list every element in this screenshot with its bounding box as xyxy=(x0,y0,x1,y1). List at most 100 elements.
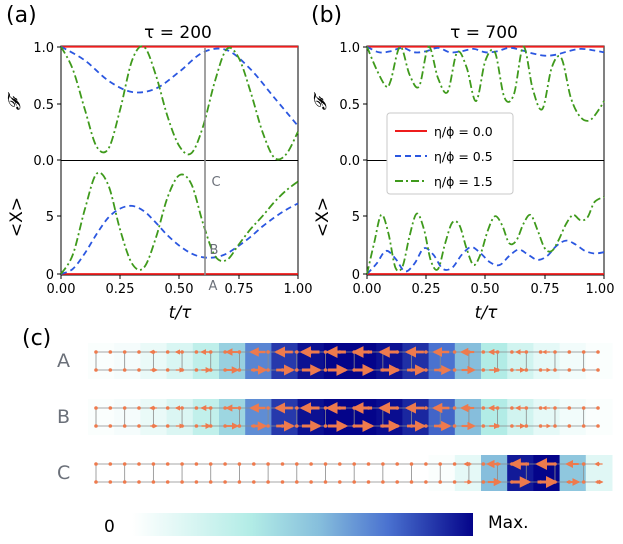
lattice-node-C-4-0 xyxy=(151,462,156,466)
lattice-node-A-1-0 xyxy=(108,350,113,354)
heat-cell-B-11 xyxy=(376,399,403,435)
lattice-node-B-10-1 xyxy=(237,424,242,428)
heat-cell-B-4 xyxy=(192,399,220,435)
panel-a-ylabel-top: 𝓕 xyxy=(5,91,25,110)
lattice-node-C-21-1 xyxy=(395,480,400,484)
colorbar xyxy=(132,513,473,536)
heat-cell-C-4 xyxy=(192,455,220,491)
lattice-node-C-24-0 xyxy=(438,462,443,466)
b-ytick-5: 5 xyxy=(352,210,360,225)
heat-cell-C-0 xyxy=(88,455,115,491)
b-ytick-1: 1.0 xyxy=(339,41,360,56)
panel-c-letter: (c) xyxy=(22,326,51,351)
panel-b-xlabel: t/τ xyxy=(475,303,498,323)
b-xtick-2: 0.50 xyxy=(471,282,500,297)
heat-cell-B-3 xyxy=(166,399,194,435)
lattice-node-C-1-0 xyxy=(108,462,113,466)
lattice-node-B-23-1 xyxy=(424,424,428,428)
lattice-node-B-8-0 xyxy=(208,406,213,410)
lattice-node-A-1-1 xyxy=(108,368,113,372)
panel-a-ylabel-bottom: <X> xyxy=(7,197,27,237)
lattice-node-B-25-0 xyxy=(452,406,457,410)
lattice-node-A-31-1 xyxy=(538,368,543,372)
lattice-node-B-35-0 xyxy=(596,406,600,410)
lattice-node-C-8-0 xyxy=(208,462,213,466)
lattice-node-C-34-0 xyxy=(581,462,586,466)
lattice-node-B-23-0 xyxy=(424,406,428,410)
lattice-node-B-0-1 xyxy=(94,424,98,428)
heat-cell-B-16 xyxy=(507,399,534,435)
lattice-node-A-31-0 xyxy=(538,350,543,354)
lattice-node-B-1-0 xyxy=(108,406,113,410)
lattice-node-B-0-0 xyxy=(94,406,98,410)
lattice-node-C-0-0 xyxy=(94,462,98,466)
lattice-node-B-12-0 xyxy=(266,406,270,410)
lattice-node-B-32-0 xyxy=(553,406,557,410)
lattice-node-A-35-0 xyxy=(596,350,600,354)
panel-c: (c) A B C 0 Max. xyxy=(22,326,613,537)
lattice-node-C-21-0 xyxy=(395,462,400,466)
a-xtick-1: 0.25 xyxy=(106,282,135,297)
panel-a-xlabel: t/τ xyxy=(169,303,192,323)
lattice-node-B-1-1 xyxy=(108,424,113,428)
lattice-node-C-15-0 xyxy=(309,462,313,466)
row-label-b: B xyxy=(57,406,70,428)
heat-cell-C-15 xyxy=(481,455,508,491)
lattice-node-A-3-1 xyxy=(137,368,141,372)
lattice-node-C-18-0 xyxy=(352,462,357,466)
lattice-node-C-3-0 xyxy=(137,462,141,466)
lattice-node-C-20-1 xyxy=(381,480,385,484)
panel-b-ylabel-top: 𝓕 xyxy=(311,91,331,110)
panel-c-rows xyxy=(88,343,613,491)
a-xtick-3: 0.75 xyxy=(225,282,254,297)
lattice-node-B-29-0 xyxy=(510,406,514,410)
lattice-node-B-34-0 xyxy=(581,406,586,410)
heat-cell-C-12 xyxy=(402,455,430,491)
lattice-node-C-22-0 xyxy=(409,462,414,466)
lattice-node-A-14-0 xyxy=(295,350,299,354)
lattice-node-C-2-0 xyxy=(122,462,127,466)
heat-cell-A-14 xyxy=(454,343,482,379)
lattice-node-C-12-0 xyxy=(266,462,270,466)
heat-cell-A-0 xyxy=(88,343,115,379)
heat-cell-B-9 xyxy=(323,399,351,435)
lattice-node-A-7-1 xyxy=(194,368,199,372)
lattice-node-C-5-0 xyxy=(165,462,170,466)
lattice-node-A-2-0 xyxy=(122,350,127,354)
row-label-a: A xyxy=(57,350,70,372)
lattice-node-B-9-0 xyxy=(223,406,227,410)
heat-cell-C-3 xyxy=(166,455,194,491)
heat-cell-C-5 xyxy=(219,455,246,491)
lattice-node-C-13-0 xyxy=(280,462,285,466)
lattice-node-B-16-0 xyxy=(323,406,328,410)
lattice-node-A-30-1 xyxy=(524,368,529,372)
lattice-node-C-12-1 xyxy=(266,480,270,484)
lattice-node-C-14-1 xyxy=(295,480,299,484)
heat-cell-A-9 xyxy=(323,343,351,379)
panel-b-letter: (b) xyxy=(311,3,342,28)
lattice-node-C-25-1 xyxy=(452,480,457,484)
heat-cell-A-3 xyxy=(166,343,194,379)
lattice-node-B-30-1 xyxy=(524,424,529,428)
heat-cell-A-15 xyxy=(481,343,508,379)
lattice-node-C-27-0 xyxy=(481,462,486,466)
lattice-node-C-23-1 xyxy=(424,480,428,484)
lattice-node-A-33-1 xyxy=(567,368,572,372)
lattice-node-A-34-0 xyxy=(581,350,586,354)
lattice-node-B-27-0 xyxy=(481,406,486,410)
lattice-node-A-10-1 xyxy=(237,368,242,372)
heat-cell-A-1 xyxy=(114,343,141,379)
heat-cell-A-4 xyxy=(192,343,220,379)
lattice-node-B-3-1 xyxy=(137,424,141,428)
lattice-node-A-25-0 xyxy=(452,350,457,354)
lattice-node-A-14-1 xyxy=(295,368,299,372)
heat-cell-C-8 xyxy=(297,455,325,491)
heat-cell-C-17 xyxy=(533,455,561,491)
panel-a-top-series xyxy=(60,45,299,161)
lattice-node-A-10-0 xyxy=(237,350,242,354)
marker-label-b: B xyxy=(210,243,219,258)
heat-cell-A-7 xyxy=(271,343,299,379)
lattice-node-B-32-1 xyxy=(553,424,557,428)
heat-cell-C-11 xyxy=(376,455,403,491)
